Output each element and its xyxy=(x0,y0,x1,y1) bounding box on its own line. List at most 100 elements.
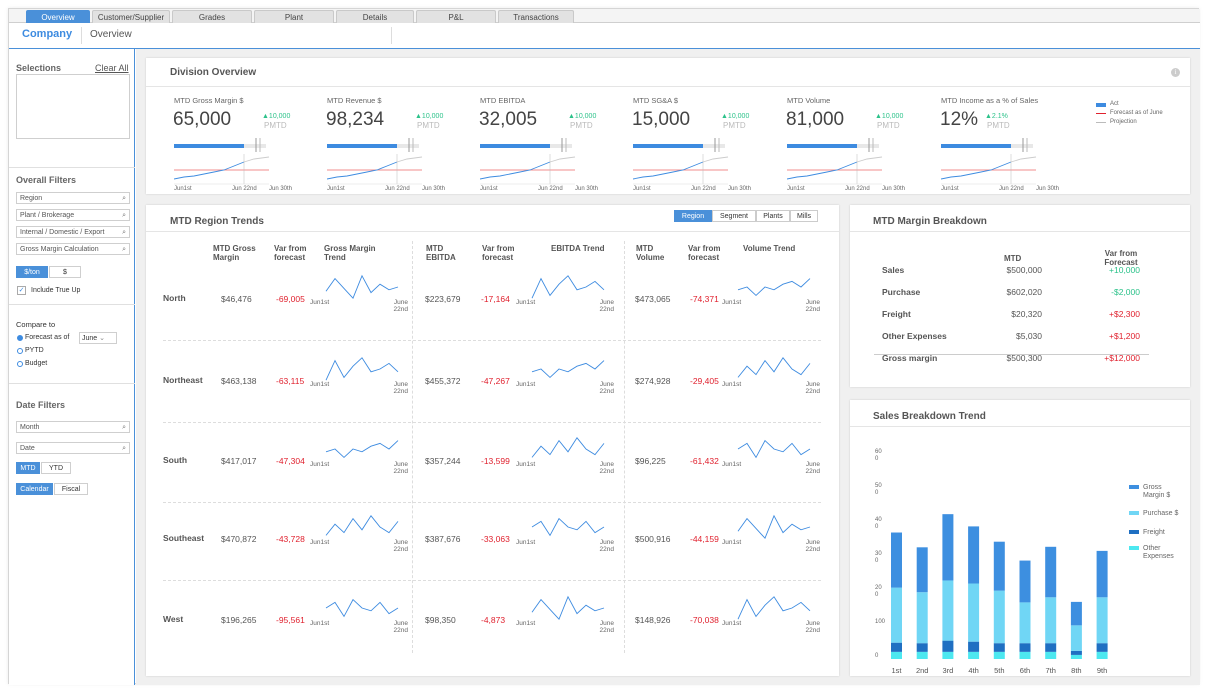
bullet-range-bar xyxy=(397,144,419,148)
tab-pl[interactable]: P&L xyxy=(416,10,496,23)
pytd-label: PYTD xyxy=(25,347,44,354)
bullet-range-bar xyxy=(703,144,725,148)
bar-segment xyxy=(1096,550,1108,598)
date-filter[interactable]: Date ⌕ xyxy=(16,442,130,454)
margin-row-label: Other Expenses xyxy=(882,331,947,341)
kpi-pmtd: PMTD xyxy=(417,121,440,130)
bar-segment xyxy=(942,651,954,659)
budget-radio[interactable] xyxy=(17,361,23,367)
spark-start-label: Jun1st xyxy=(310,299,330,306)
bar-segment xyxy=(1096,597,1108,644)
info-icon[interactable]: i xyxy=(1171,68,1180,77)
bullet-actual-bar xyxy=(174,144,244,148)
axis-label-start: Jun1st xyxy=(787,186,805,192)
sparkline-path xyxy=(325,440,399,459)
bar-segment xyxy=(968,526,980,584)
kpi-bullet-sparkline xyxy=(480,138,576,185)
header-ebitda: MTD EBITDA xyxy=(426,244,456,262)
bar-segment xyxy=(1096,643,1108,652)
bullet-range-bar xyxy=(857,144,879,148)
kpi-value: 65,000 xyxy=(173,109,232,130)
spark-start-label: Jun1st xyxy=(516,381,536,388)
pytd-radio[interactable] xyxy=(17,348,23,354)
sub-nav: Company Overview xyxy=(9,23,1200,49)
mills-toggle[interactable]: Mills xyxy=(790,210,818,222)
ebitda-value: $357,244 xyxy=(425,456,461,466)
bar-segment xyxy=(942,514,954,581)
divider xyxy=(146,86,1190,87)
compare-to-title: Compare to xyxy=(16,320,56,329)
gm-value: $46,476 xyxy=(221,294,252,304)
ebitda-value: $455,372 xyxy=(425,376,461,386)
tab-customer-supplier[interactable]: Customer/Supplier xyxy=(92,10,170,23)
kpi-label: MTD SG&A $ xyxy=(633,96,679,105)
spark-end-label: June 22nd xyxy=(599,620,614,634)
y-tick-label: 30 xyxy=(875,551,882,557)
sidebar: Selections Clear All Overall Filters Reg… xyxy=(9,49,135,685)
gm-variance: -69,005 xyxy=(276,294,305,304)
tab-plant[interactable]: Plant xyxy=(254,10,334,23)
region-name: West xyxy=(163,614,184,624)
forecast-as-of-label: Forecast as of xyxy=(25,334,70,341)
forecast-radio[interactable] xyxy=(17,335,23,341)
header-var1: Var from forecast xyxy=(274,244,307,262)
vol-variance: -61,432 xyxy=(690,456,719,466)
selections-box xyxy=(16,74,130,139)
actual-trend-line xyxy=(633,161,704,180)
tab-transactions[interactable]: Transactions xyxy=(498,10,574,23)
region-filter-label: Region xyxy=(20,195,43,202)
margin-row-label: Sales xyxy=(882,265,905,275)
sparkline-path xyxy=(325,274,399,300)
region-sparkline xyxy=(531,275,605,299)
clear-all-link[interactable]: Clear All xyxy=(95,63,129,73)
calendar-toggle[interactable]: Calendar xyxy=(16,483,53,495)
bar-segment xyxy=(942,580,954,641)
kpi-pmtd: PMTD xyxy=(723,121,746,130)
plants-toggle[interactable]: Plants xyxy=(756,210,790,222)
include-true-up-checkbox[interactable]: ✓ xyxy=(17,286,26,295)
region-name: Southeast xyxy=(163,533,205,543)
segment-toggle[interactable]: Segment xyxy=(712,210,756,222)
kpi-label: MTD Volume xyxy=(787,96,831,105)
nav-overview[interactable]: Overview xyxy=(90,29,132,40)
row-divider xyxy=(163,502,821,503)
fiscal-toggle[interactable]: Fiscal xyxy=(54,483,88,495)
region-toggle[interactable]: Region xyxy=(674,210,712,222)
unit-dollar-toggle[interactable]: $ xyxy=(49,266,81,278)
forecast-month-select[interactable]: June ⌄ xyxy=(79,332,117,344)
region-sparkline xyxy=(531,437,605,458)
bullet-range-bar xyxy=(1011,144,1033,148)
margin-row-var: +$2,300 xyxy=(1109,309,1140,319)
ebitda-variance: -17,164 xyxy=(481,294,510,304)
month-filter[interactable]: Month ⌕ xyxy=(16,421,130,433)
mtd-toggle[interactable]: MTD xyxy=(16,462,40,474)
region-filter[interactable]: Region ⌕ xyxy=(16,192,130,204)
tab-grades[interactable]: Grades xyxy=(172,10,252,23)
internal-filter[interactable]: Internal / Domestic / Export ⌕ xyxy=(16,226,130,238)
top-tab-bar: Overview Customer/Supplier Grades Plant … xyxy=(9,9,1200,23)
sparkline-path xyxy=(325,515,399,536)
axis-label-mid: Jun 22nd xyxy=(999,186,1024,192)
tab-overview[interactable]: Overview xyxy=(26,10,90,23)
tab-details[interactable]: Details xyxy=(336,10,414,23)
axis-label-start: Jun1st xyxy=(480,186,498,192)
nav-divider-2 xyxy=(391,27,392,44)
header-var3: Var from forecast xyxy=(688,244,721,262)
ebitda-variance: -4,873 xyxy=(481,615,506,625)
gm-calc-filter-label: Gross Margin Calculation xyxy=(20,246,99,253)
spark-end-label: June 22nd xyxy=(805,539,820,553)
divider xyxy=(9,167,135,168)
ytd-toggle[interactable]: YTD xyxy=(41,462,71,474)
plant-filter[interactable]: Plant / Brokerage ⌕ xyxy=(16,209,130,221)
kpi-delta: ▲10,000 xyxy=(262,113,291,120)
kpi-delta: ▲2.1% xyxy=(985,113,1008,120)
x-tick-label: 6th xyxy=(1020,666,1030,675)
kpi-pmtd: PMTD xyxy=(987,121,1010,130)
gm-calc-filter[interactable]: Gross Margin Calculation ⌕ xyxy=(16,243,130,255)
region-name: North xyxy=(163,293,186,303)
nav-company[interactable]: Company xyxy=(22,28,73,40)
legend-swatch xyxy=(1129,546,1139,550)
unit-ton-toggle[interactable]: $/ton xyxy=(16,266,48,278)
margin-row-var: +$1,200 xyxy=(1109,331,1140,341)
